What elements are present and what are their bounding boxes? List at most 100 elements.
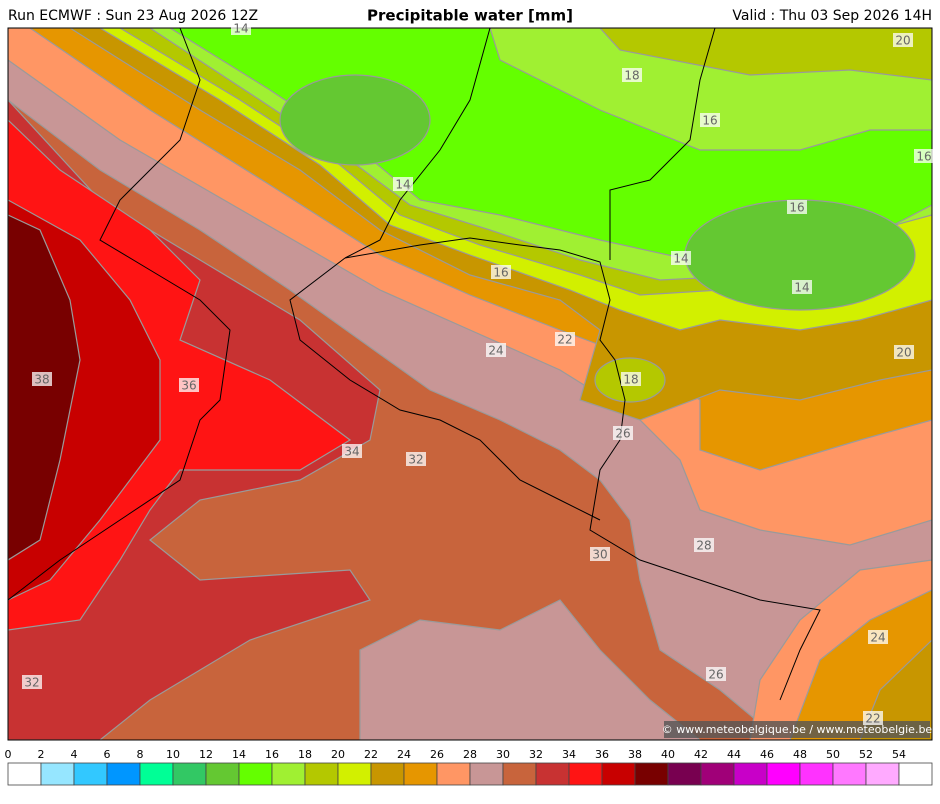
- contour-label-bg: [491, 265, 511, 279]
- colorbar-swatch: [304, 762, 339, 786]
- contour-label-bg: [893, 33, 913, 47]
- colorbar-tick-label: 10: [166, 748, 180, 761]
- contour-label-bg: [671, 251, 691, 265]
- contour-label: 14: [233, 22, 248, 36]
- colorbar-swatch: [601, 762, 636, 786]
- field-band: [279, 74, 431, 166]
- credit-box: [664, 721, 930, 738]
- border-line: [344, 28, 491, 259]
- colorbar: 0 2 4 6 8 10 12 14 16 18 20 22 24 26 28 30 32 34 36 38 40 42 4…: [5, 748, 933, 786]
- contour-label-bg: [613, 426, 633, 440]
- colorbar-swatch: [238, 762, 273, 786]
- colorbar-tick-label: 40: [661, 748, 675, 761]
- contour-label-bg: [342, 444, 362, 458]
- colorbar-tick-label: 24: [397, 748, 411, 761]
- colorbar-tick-label: 54: [892, 748, 906, 761]
- contour-label-bg: [406, 452, 426, 466]
- map-area: [8, 28, 932, 740]
- colorbar-swatch: [139, 762, 174, 786]
- colorbar-tick-label: 46: [760, 748, 774, 761]
- contour-label-bg: [231, 21, 251, 35]
- colorbar-tick-label: 34: [562, 748, 576, 761]
- colorbar-tick-label: 26: [430, 748, 444, 761]
- contour-label: 26: [615, 427, 630, 441]
- field-band: [599, 28, 932, 81]
- contour-label-bg: [32, 372, 52, 386]
- contour-label: 32: [408, 453, 423, 467]
- colorbar-swatch: [799, 762, 834, 786]
- contour-label: 16: [493, 266, 508, 280]
- colorbar-tick-label: 6: [104, 748, 111, 761]
- valid-label: Valid : Thu 03 Sep 2026 14H: [732, 8, 932, 24]
- contour-label: 36: [181, 379, 196, 393]
- colorbar-tick-label: 50: [826, 748, 840, 761]
- contour-label-bg: [863, 711, 883, 725]
- colorbar-swatch: [568, 762, 603, 786]
- colorbar-swatch: [502, 762, 537, 786]
- contour-label-bg: [787, 200, 807, 214]
- colorbar-tick-label: 48: [793, 748, 807, 761]
- contour-label: 28: [696, 539, 711, 553]
- contour-label-bg: [700, 113, 720, 127]
- contour-label: 20: [896, 346, 911, 360]
- colorbar-swatch: [73, 762, 108, 786]
- colorbar-tick-label: 0: [5, 748, 12, 761]
- colorbar-swatch: [337, 762, 372, 786]
- contour-label-bg: [622, 68, 642, 82]
- colorbar-tick-label: 18: [298, 748, 312, 761]
- colorbar-swatch: [469, 762, 504, 786]
- contour-label: 34: [344, 445, 359, 459]
- colorbar-swatch: [667, 762, 702, 786]
- colorbar-swatch: [106, 762, 141, 786]
- contour-label-bg: [894, 345, 914, 359]
- map-title: Precipitable water [mm]: [367, 7, 573, 25]
- contour-label: 14: [395, 178, 410, 192]
- colorbar-tick-label: 2: [38, 748, 45, 761]
- colorbar-swatch: [7, 762, 42, 786]
- colorbar-swatch: [865, 762, 900, 786]
- run-label: Run ECMWF : Sun 23 Aug 2026 12Z: [8, 8, 258, 24]
- colorbar-swatch: [370, 762, 405, 786]
- contour-label: 22: [557, 333, 572, 347]
- colorbar-swatch: [40, 762, 75, 786]
- colorbar-swatch: [733, 762, 768, 786]
- contour-label: 16: [789, 201, 804, 215]
- credit: © www.meteobelgique.be / www.meteobelgie…: [662, 723, 933, 736]
- colorbar-tick-label: 14: [232, 748, 246, 761]
- colorbar-swatch: [535, 762, 570, 786]
- contour-label-bg: [590, 547, 610, 561]
- colorbar-swatch: [172, 762, 207, 786]
- border-line: [344, 237, 821, 701]
- colorbar-tick-label: 52: [859, 748, 873, 761]
- border-line: [8, 28, 231, 601]
- border-line: [289, 257, 601, 521]
- contour-label-bg: [486, 343, 506, 357]
- colorbar-swatch: [832, 762, 867, 786]
- contour-label: 20: [895, 34, 910, 48]
- colorbar-swatch: [634, 762, 669, 786]
- map-frame: [7, 27, 933, 741]
- colorbar-swatch: [700, 762, 735, 786]
- contour-label-bg: [914, 149, 934, 163]
- colorbar-swatch: [205, 762, 240, 786]
- colorbar-swatch: [898, 762, 933, 786]
- colorbar-tick-label: 28: [463, 748, 477, 761]
- colorbar-tick-label: 8: [137, 748, 144, 761]
- contour-labels: 14 18 20 16 16 14 16 14 14 16 24 22 18 20 38 36 34 32 26 28…: [22, 21, 934, 726]
- contour-label-bg: [621, 372, 641, 386]
- colorbar-swatch: [766, 762, 801, 786]
- colorbar-tick-label: 22: [364, 748, 378, 761]
- colorbar-tick-label: 30: [496, 748, 510, 761]
- colorbar-tick-label: 36: [595, 748, 609, 761]
- contour-label-bg: [792, 280, 812, 294]
- contour-label: 38: [34, 373, 49, 387]
- contour-label-bg: [179, 378, 199, 392]
- contour-label: 14: [794, 281, 809, 295]
- colorbar-tick-label: 16: [265, 748, 279, 761]
- colorbar-tick-label: 38: [628, 748, 642, 761]
- contour-label: 16: [916, 150, 931, 164]
- colorbar-swatch: [271, 762, 306, 786]
- colorbar-tick-label: 20: [331, 748, 345, 761]
- contour-label: 18: [624, 69, 639, 83]
